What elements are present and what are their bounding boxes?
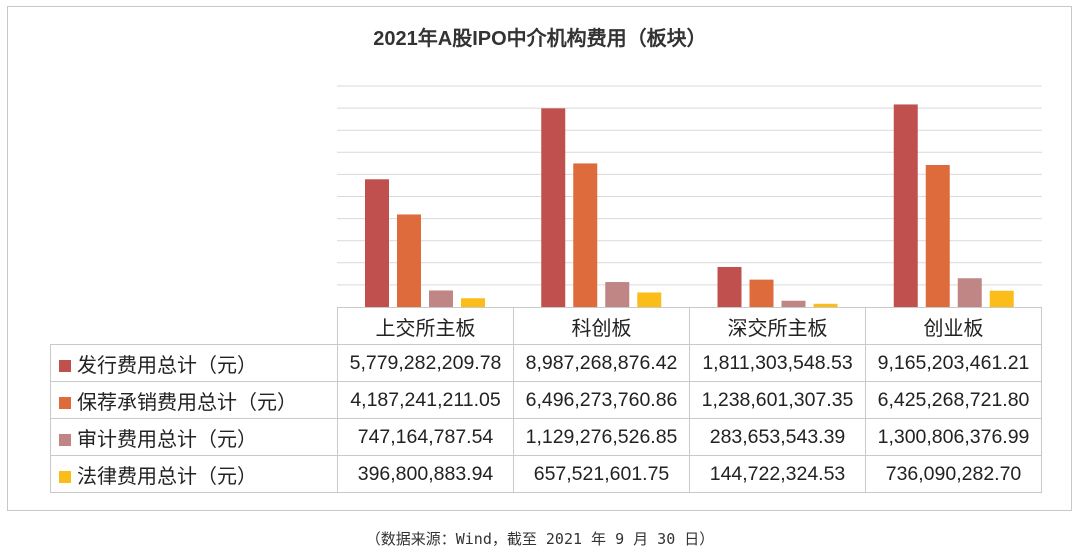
value-cell-1-2: 8,987,268,876.42 [513,344,690,382]
bar-3-4 [957,278,982,307]
bar-2-2 [573,163,598,307]
bar-1-2 [541,108,566,308]
legend-entry-3: 审计费用总计（元） [50,418,338,456]
table-row: 保荐承销费用总计（元） 4,187,241,211.05 6,496,273,760… [50,381,1042,419]
legend-swatch-icon [59,397,71,410]
bar-4-1 [461,298,485,307]
legend-entry-2: 保荐承销费用总计（元） [50,381,338,419]
bar-2-4 [925,165,950,307]
series-name: 发行费用总计（元） [77,354,257,377]
value-cell-3-1: 747,164,787.54 [337,418,514,456]
value-cell-4-3: 144,722,324.53 [689,455,866,493]
source-note: （数据来源：Wind，截至 2021 年 9 月 30 日） [365,530,715,548]
value-cell-1-1: 5,779,282,209.78 [337,344,514,382]
bar-3-1 [429,290,453,307]
table-row: 审计费用总计（元） 747,164,787.54 1,129,276,526.85 2… [50,418,1042,456]
bar-3-3 [781,300,806,307]
table-row: 发行费用总计（元） 5,779,282,209.78 8,987,268,876.4… [50,344,1042,382]
category-label-3: 深交所主板 [689,307,866,345]
category-label-2: 科创板 [513,307,690,345]
legend-swatch-icon [59,471,71,484]
value-cell-3-3: 283,653,543.39 [689,418,866,456]
legend-swatch-icon [59,434,71,447]
bar-1-1 [365,179,389,307]
value-cell-2-4: 6,425,268,721.80 [865,381,1042,419]
category-label-4: 创业板 [865,307,1042,345]
plot-area [337,85,1042,308]
value-cell-4-4: 736,090,282.70 [865,455,1042,493]
value-cell-4-2: 657,521,601.75 [513,455,690,493]
data-table: 上交所主板 科创板 深交所主板 创业板发行费用总计（元） 5,779,282,209.7… [50,307,1042,493]
legend-swatch-icon [59,360,71,373]
bar-1-4 [893,104,918,307]
value-cell-2-3: 1,238,601,307.35 [689,381,866,419]
category-label-1: 上交所主板 [337,307,514,345]
legend-entry-1: 发行费用总计（元） [50,344,338,382]
bar-4-4 [989,290,1014,307]
bar-2-1 [397,214,421,307]
bar-3-2 [605,282,630,307]
legend-entry-4: 法律费用总计（元） [50,455,338,493]
bar-1-3 [717,266,742,307]
chart-title: 2021年A股IPO中介机构费用（板块） [373,28,707,50]
bar-4-3 [813,303,838,307]
table-header-row: 上交所主板 科创板 深交所主板 创业板 [50,307,1042,345]
value-cell-4-1: 396,800,883.94 [337,455,514,493]
value-cell-3-2: 1,129,276,526.85 [513,418,690,456]
table-corner [50,307,338,345]
series-name: 审计费用总计（元） [77,428,257,451]
series-name: 保荐承销费用总计（元） [77,391,297,414]
table-row: 法律费用总计（元） 396,800,883.94 657,521,601.75 144… [50,455,1042,493]
bar-4-2 [637,292,662,307]
series-name: 法律费用总计（元） [77,465,257,488]
value-cell-1-3: 1,811,303,548.53 [689,344,866,382]
value-cell-2-2: 6,496,273,760.86 [513,381,690,419]
value-cell-2-1: 4,187,241,211.05 [337,381,514,419]
bar-2-3 [749,279,774,307]
value-cell-1-4: 9,165,203,461.21 [865,344,1042,382]
value-cell-3-4: 1,300,806,376.99 [865,418,1042,456]
